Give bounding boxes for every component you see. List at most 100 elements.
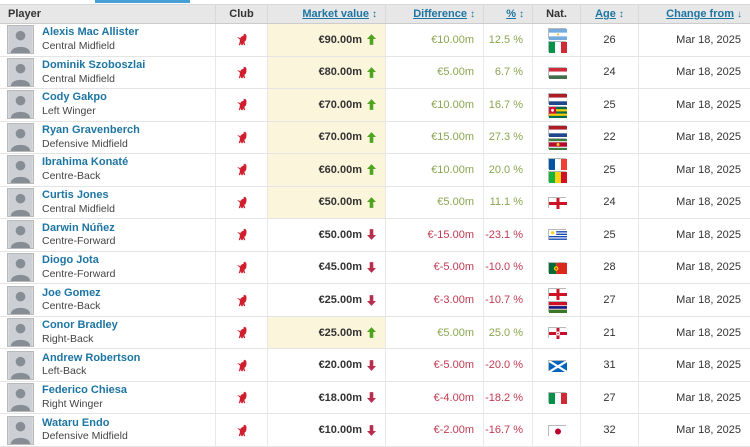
sort-both-icon[interactable]: ↕ [372,8,377,20]
club-crest-icon-liverpool[interactable] [236,358,248,373]
player-avatar[interactable] [7,415,34,445]
change-from-cell: Mar 18, 2025 [638,316,750,349]
age-value: 31 [603,359,616,372]
player-avatar[interactable] [7,220,34,250]
player-position: Defensive Midfield [42,430,128,443]
table-row: Cody Gakpo Left Winger €70.00m €10.00m 16.7 … [0,89,750,122]
nationality-cell [532,154,580,186]
player-name-link[interactable]: Diogo Jota [42,254,99,267]
nationality-flag-icon-netherlands [547,125,567,138]
difference-cell: €10.00m [385,154,483,186]
club-crest-icon-liverpool[interactable] [236,325,248,340]
age-cell: 28 [580,251,638,284]
club-cell [215,316,267,349]
column-header-age-label[interactable]: Age [595,8,616,20]
club-crest-icon-liverpool[interactable] [236,227,248,242]
change-from-date: Mar 18, 2025 [676,391,741,404]
player-name-link[interactable]: Ryan Gravenberch [42,123,140,136]
difference-cell: €-3.00m [385,284,483,316]
age-cell: 26 [580,24,638,56]
age-value: 21 [603,326,616,339]
change-from-date: Mar 18, 2025 [676,98,741,111]
player-name-link[interactable]: Cody Gakpo [42,91,107,104]
club-cell [215,154,267,186]
player-avatar[interactable] [7,383,34,413]
column-header-percent-label[interactable]: % [506,8,516,20]
player-name-link[interactable]: Joe Gomez [42,286,101,299]
market-value: €60.00m [318,163,362,176]
club-crest-icon-liverpool[interactable] [236,390,248,405]
club-crest-icon-liverpool[interactable] [236,293,248,308]
age-cell: 22 [580,121,638,154]
club-crest-icon-liverpool[interactable] [236,195,248,210]
percent-value: 6.7 % [494,66,523,79]
trend-up-icon [367,164,376,176]
player-name-link[interactable]: Federico Chiesa [42,384,127,397]
change-from-date: Mar 18, 2025 [676,163,741,176]
player-avatar[interactable] [7,90,34,120]
difference-cell: €15.00m [385,121,483,154]
sort-down-icon[interactable]: ↓ [737,8,742,20]
player-cell: Ryan Gravenberch Defensive Midfield [0,122,215,154]
difference-value: €-5.00m [433,359,474,372]
age-cell: 25 [580,89,638,121]
player-avatar[interactable] [7,122,34,152]
nationality-flag-icon-portugal [547,261,567,274]
club-crest-icon-liverpool[interactable] [236,162,248,177]
sort-both-icon[interactable]: ↕ [470,8,475,20]
player-avatar[interactable] [7,25,34,55]
sort-both-icon[interactable]: ↕ [519,8,524,20]
player-name-link[interactable]: Conor Bradley [42,319,118,332]
club-crest-icon-liverpool[interactable] [236,260,248,275]
player-avatar[interactable] [7,57,34,87]
player-name-link[interactable]: Alexis Mac Allister [42,26,139,39]
column-header-market-value-label[interactable]: Market value [302,8,369,20]
percent-cell: 16.7 % [483,89,532,121]
club-crest-icon-liverpool[interactable] [236,97,248,112]
column-header-difference[interactable]: Difference ↕ [385,5,483,23]
player-name-link[interactable]: Wataru Endo [42,416,110,429]
change-from-date: Mar 18, 2025 [676,424,741,437]
player-name-link[interactable]: Darwin Núñez [42,221,115,234]
market-value-cell: €50.00m [267,219,385,251]
difference-value: €10.00m [431,33,474,46]
player-name-link[interactable]: Curtis Jones [42,188,109,201]
player-name-link[interactable]: Dominik Szoboszlai [42,58,146,71]
column-header-change-from-label[interactable]: Change from [666,8,734,20]
player-avatar[interactable] [7,187,34,217]
sort-both-icon[interactable]: ↕ [618,8,624,20]
player-avatar[interactable] [7,285,34,315]
club-crest-icon-liverpool[interactable] [236,32,248,47]
change-from-cell: Mar 18, 2025 [638,251,750,284]
column-header-percent[interactable]: % ↕ [483,5,532,23]
column-header-difference-label[interactable]: Difference [413,8,467,20]
age-cell: 21 [580,316,638,349]
player-name-link[interactable]: Andrew Robertson [42,351,141,364]
nationality-flag-icon-england [547,196,567,209]
column-header-change-from[interactable]: Change from ↓ [638,5,750,23]
player-avatar[interactable] [7,155,34,185]
player-position: Left-Back [42,365,87,378]
difference-cell: €-15.00m [385,219,483,251]
market-value-cell: €60.00m [267,154,385,186]
player-avatar[interactable] [7,350,34,380]
player-name-link[interactable]: Ibrahima Konaté [42,156,129,169]
player-avatar[interactable] [7,318,34,348]
player-avatar[interactable] [7,252,34,282]
trend-up-icon [367,34,376,46]
club-crest-icon-liverpool[interactable] [236,65,248,80]
age-cell: 25 [580,154,638,186]
column-header-nat-label: Nat. [546,8,567,20]
player-position: Central Midfield [42,202,115,215]
market-value: €50.00m [318,196,362,209]
player-cell: Darwin Núñez Centre-Forward [0,219,215,251]
age-value: 26 [603,33,616,46]
column-header-age[interactable]: Age ↕ [580,5,638,23]
club-crest-icon-liverpool[interactable] [236,423,248,438]
column-header-market-value[interactable]: Market value ↕ [267,5,385,23]
table-row: Dominik Szoboszlai Central Midfield €80.00… [0,56,750,90]
nationality-flag-icon-mali [547,170,567,183]
club-crest-icon-liverpool[interactable] [236,130,248,145]
age-value: 32 [603,424,616,437]
active-tab-indicator[interactable] [95,0,190,3]
